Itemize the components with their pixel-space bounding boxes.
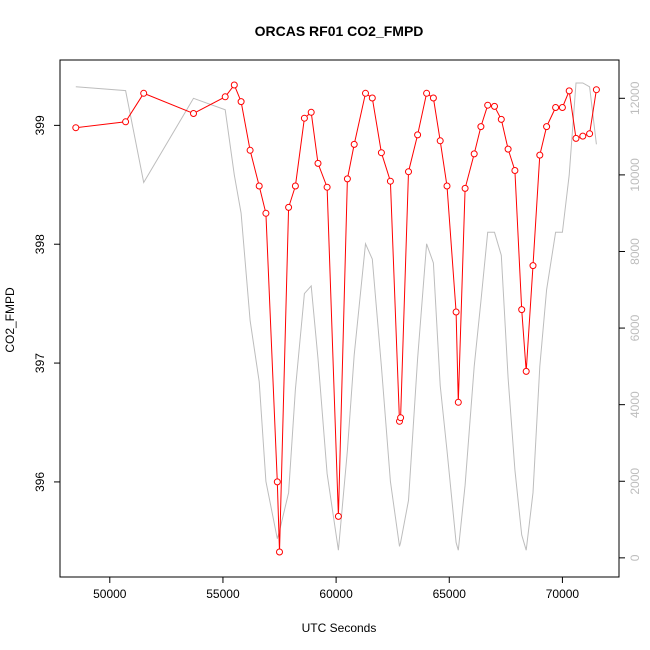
co2-data-point xyxy=(314,159,322,167)
co2-data-point xyxy=(497,115,505,123)
co2-data-point xyxy=(140,89,148,97)
chart-title: ORCAS RF01 CO2_FMPD xyxy=(255,23,424,39)
co2-data-point xyxy=(565,87,573,95)
series-layer xyxy=(72,81,600,556)
co2-data-point xyxy=(452,308,460,316)
co2-data-point xyxy=(543,123,551,131)
co2-data-point xyxy=(246,146,254,154)
plot-frame xyxy=(59,59,620,578)
co2-data-point xyxy=(350,140,358,148)
co2-data-point xyxy=(307,108,315,116)
co2-data-point xyxy=(429,94,437,102)
y-tick-label: 399 xyxy=(33,115,47,135)
co2-data-point xyxy=(291,182,299,190)
co2-data-point xyxy=(362,89,369,97)
co2-data-point xyxy=(552,104,560,111)
co2-data-point xyxy=(491,102,498,110)
co2-data-point xyxy=(343,175,351,183)
co2-data-point xyxy=(443,182,451,190)
co2-data-point xyxy=(586,130,594,138)
co2-data-point xyxy=(190,110,197,117)
co2-data-point xyxy=(397,414,405,422)
co2-data-point xyxy=(436,137,444,145)
y-axis-right: 0 2000 4000 6000 8000 10000 12000 xyxy=(619,81,642,561)
x-tick-label: 60000 xyxy=(319,587,353,601)
secondary-series-line xyxy=(75,82,597,551)
co2-data-point xyxy=(454,398,462,406)
y2-tick-label: 6000 xyxy=(628,314,642,341)
y2-tick-label: 0 xyxy=(628,554,642,561)
co2-data-point xyxy=(285,203,293,211)
co2-data-point xyxy=(504,145,512,153)
co2-data-point xyxy=(377,149,385,157)
co2-data-point xyxy=(122,118,130,126)
co2-data-point xyxy=(558,104,566,111)
co2-data-point xyxy=(273,478,281,486)
x-tick-label: 70000 xyxy=(546,587,580,601)
x-tick-label: 55000 xyxy=(206,587,240,601)
co2-data-point xyxy=(470,150,478,158)
y-tick-label: 396 xyxy=(33,472,47,492)
co2-data-point xyxy=(300,114,308,122)
co2-data-point xyxy=(414,131,422,139)
co2-data-point xyxy=(276,548,283,556)
co2-data-point xyxy=(484,101,492,109)
co2-data-point xyxy=(323,183,331,191)
y-axis-label: CO2_FMPD xyxy=(3,287,17,353)
co2-data-point xyxy=(221,93,229,101)
co2-data-point xyxy=(529,262,537,270)
co2-series-line xyxy=(75,84,597,553)
x-axis: 50000 55000 60000 65000 70000 xyxy=(93,577,579,601)
co2-data-point xyxy=(511,167,519,174)
x-axis-label: UTC Seconds xyxy=(302,621,377,635)
y-axis-left: 396 397 398 399 xyxy=(33,115,60,492)
co2-data-point xyxy=(237,98,245,106)
co2-data-point xyxy=(255,182,263,190)
co2-data-point xyxy=(262,209,270,217)
co2-data-point xyxy=(334,512,342,520)
y2-tick-label: 12000 xyxy=(628,81,642,115)
x-tick-label: 65000 xyxy=(433,587,467,601)
co2-data-point xyxy=(592,86,600,94)
co2-data-point xyxy=(405,168,412,176)
co2-data-point xyxy=(518,306,526,314)
y-tick-label: 398 xyxy=(33,234,47,254)
y-tick-label: 397 xyxy=(33,353,47,373)
co2-data-point xyxy=(536,151,544,159)
co2-data-point xyxy=(572,134,580,142)
co2-data-point xyxy=(477,123,485,131)
co2-data-point xyxy=(386,177,394,185)
co2-data-point xyxy=(579,132,587,140)
co2-data-point xyxy=(461,184,469,192)
co2-data-point xyxy=(230,81,238,89)
y2-tick-label: 10000 xyxy=(628,158,642,192)
y2-tick-label: 4000 xyxy=(628,391,642,418)
co2-data-point xyxy=(72,124,80,132)
co2-data-point xyxy=(368,94,376,102)
x-tick-label: 50000 xyxy=(93,587,127,601)
co2-data-point xyxy=(423,89,431,97)
y2-tick-label: 2000 xyxy=(628,468,642,495)
y2-tick-label: 8000 xyxy=(628,238,642,265)
co2-data-point xyxy=(522,367,530,375)
